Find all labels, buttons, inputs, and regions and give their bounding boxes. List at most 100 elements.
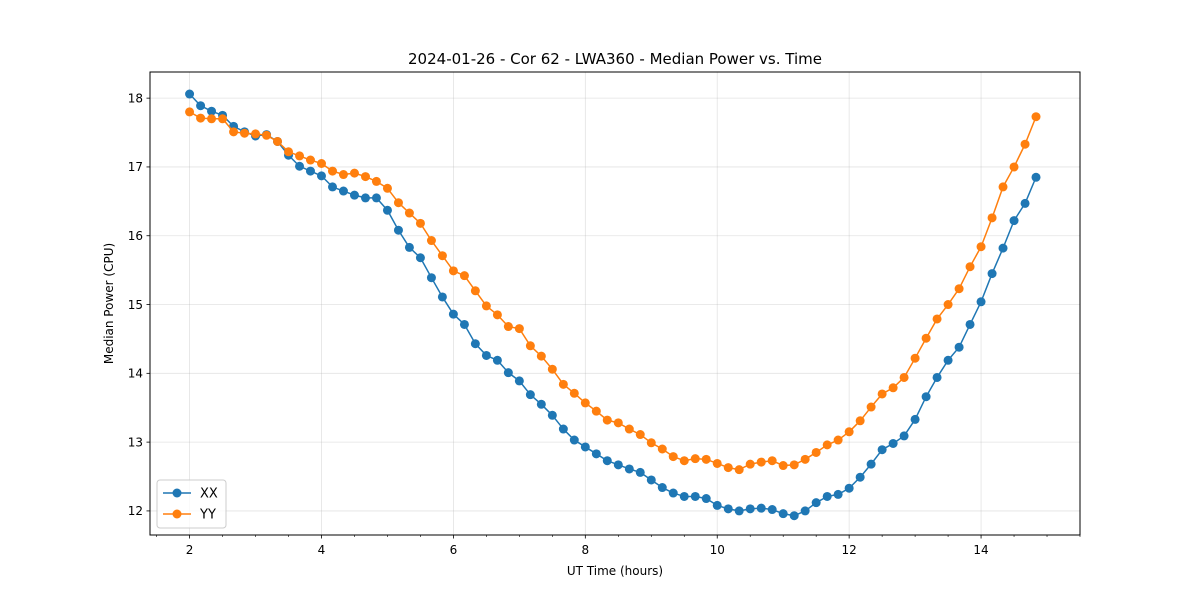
- series-xx-point: [349, 190, 359, 200]
- series-yy-point: [910, 353, 920, 363]
- series-xx-point: [690, 491, 700, 501]
- data-series: [185, 89, 1041, 521]
- series-xx-point: [459, 319, 469, 329]
- series-yy-point: [690, 454, 700, 464]
- series-xx-point: [503, 368, 513, 378]
- series-yy-point: [965, 262, 975, 272]
- series-yy-point: [954, 284, 964, 294]
- legend: XX YY: [156, 479, 227, 529]
- y-axis-title: Median Power (CPU): [102, 243, 116, 364]
- series-yy-point: [1031, 112, 1041, 122]
- series-yy-point: [657, 444, 667, 454]
- series-xx-point: [756, 503, 766, 513]
- series-xx-point: [712, 500, 722, 510]
- plot-frame: [149, 71, 1081, 536]
- series-yy-point: [932, 314, 942, 324]
- series-yy-point: [240, 128, 250, 138]
- series-yy-point: [448, 266, 458, 276]
- series-yy-point: [404, 208, 414, 218]
- legend-yy-label: YY: [199, 508, 216, 523]
- x-axis-title: UT Time (hours): [567, 564, 663, 578]
- y-tick-label: 12: [128, 504, 143, 518]
- series-yy-point: [899, 372, 909, 382]
- series-yy-point: [998, 182, 1008, 192]
- series-yy-point: [459, 271, 469, 281]
- series-xx-point: [635, 467, 645, 477]
- series-xx-point: [492, 355, 502, 365]
- series-xx-point: [657, 483, 667, 493]
- series-yy-point: [295, 151, 305, 161]
- series-xx-point: [866, 459, 876, 469]
- series-yy-point: [580, 398, 590, 408]
- series-yy-point: [262, 130, 272, 140]
- series-yy-point: [734, 465, 744, 475]
- legend-yy-marker-icon: [172, 509, 182, 519]
- series-xx-point: [580, 442, 590, 452]
- series-xx-point: [998, 243, 1008, 253]
- series-yy-point: [943, 300, 953, 310]
- series-yy-point: [558, 379, 568, 389]
- series-xx-point: [525, 390, 535, 400]
- series-yy-point: [185, 107, 195, 117]
- y-tick-label: 13: [128, 435, 143, 449]
- series-yy-point: [866, 402, 876, 412]
- series-yy-point: [536, 351, 546, 361]
- series-yy-point: [756, 457, 766, 467]
- x-tick-label: 2: [186, 543, 194, 557]
- series-xx-point: [558, 424, 568, 434]
- series-yy-point: [338, 170, 348, 180]
- series-xx-point: [448, 309, 458, 319]
- series-xx-point: [207, 106, 217, 116]
- series-xx-point: [899, 431, 909, 441]
- series-xx-point: [470, 339, 480, 349]
- series-xx-point: [745, 504, 755, 514]
- x-tick-label: 8: [581, 543, 589, 557]
- series-yy-point: [613, 418, 623, 428]
- series-yy-point: [305, 155, 315, 165]
- series-xx-point: [910, 414, 920, 424]
- series-xx-point: [1009, 216, 1019, 226]
- series-yy-point: [822, 440, 832, 450]
- x-tick-label: 14: [973, 543, 988, 557]
- x-tick-label: 4: [318, 543, 326, 557]
- series-xx-point: [800, 506, 810, 516]
- series-xx-point: [679, 491, 689, 501]
- x-tick-label: 10: [710, 543, 725, 557]
- series-xx-point: [921, 392, 931, 402]
- series-yy-point: [1020, 139, 1030, 149]
- series-xx-point: [646, 475, 656, 485]
- series-yy-point: [393, 198, 403, 208]
- series-xx-point: [943, 355, 953, 365]
- series-yy-point: [415, 218, 425, 228]
- series-xx-point: [701, 494, 711, 504]
- series-xx-point: [360, 193, 370, 203]
- series-yy-point: [646, 438, 656, 448]
- series-xx-point: [613, 460, 623, 470]
- series-yy-point: [492, 310, 502, 320]
- series-yy-point: [844, 427, 854, 437]
- series-yy-point: [701, 454, 711, 464]
- series-xx-point: [437, 292, 447, 302]
- series-yy-point: [1009, 162, 1019, 172]
- series-yy-point: [712, 458, 722, 468]
- series-xx-point: [382, 205, 392, 215]
- series-yy-point: [328, 166, 337, 176]
- series-yy-point: [514, 324, 524, 334]
- series-xx-point: [514, 376, 524, 386]
- series-xx-point: [954, 342, 964, 352]
- series-yy-point: [767, 456, 777, 466]
- x-tick-label: 6: [450, 543, 458, 557]
- series-xx-point: [778, 509, 788, 519]
- series-yy-point: [888, 383, 898, 393]
- y-tick-label: 16: [128, 229, 143, 243]
- series-yy-point: [426, 236, 436, 246]
- series-xx-point: [415, 253, 425, 263]
- series-xx-point: [888, 439, 898, 448]
- series-xx-point: [196, 101, 206, 111]
- series-yy-point: [470, 286, 480, 296]
- series-xx-point: [668, 488, 678, 498]
- series-xx-point: [1020, 198, 1030, 208]
- series-xx-point: [404, 242, 414, 252]
- series-xx-point: [877, 445, 887, 455]
- series-yy-point: [481, 301, 491, 311]
